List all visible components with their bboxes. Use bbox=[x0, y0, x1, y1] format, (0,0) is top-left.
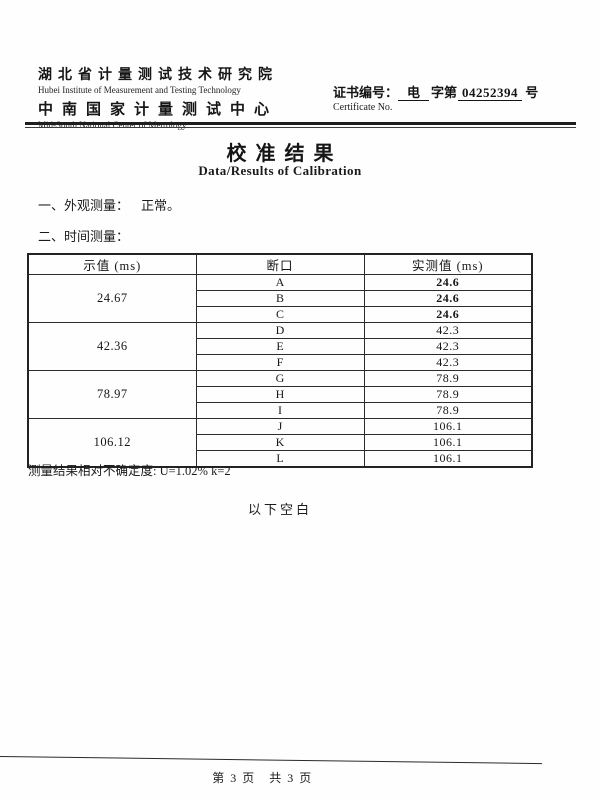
port-cell: I bbox=[195, 402, 365, 419]
page-number: 第 3 页 共 3 页 bbox=[212, 771, 313, 785]
section-time-label: 二、时间测量： bbox=[38, 229, 130, 244]
measured-value-cell: 42.3 bbox=[363, 338, 533, 355]
port-cell: L bbox=[195, 450, 365, 468]
section-time: 二、时间测量： bbox=[38, 226, 141, 245]
blank-below-note: 以下空白 bbox=[247, 502, 312, 517]
measured-value-cell: 106.1 bbox=[363, 450, 533, 468]
time-measurement-table-wrap: 示值 (ms) 断口 实测值 (ms) 24.67 A 24.6 B 24.6 … bbox=[27, 253, 533, 468]
table-row: F 42.3 bbox=[28, 354, 533, 371]
col-header-indicated-value: 示值 (ms) bbox=[27, 253, 197, 275]
port-cell: B bbox=[195, 290, 365, 307]
certificate-number: 04252394 bbox=[458, 85, 523, 102]
table-row: L 106.1 bbox=[28, 450, 533, 468]
measured-value-cell: 24.6 bbox=[363, 290, 533, 307]
port-cell: E bbox=[195, 338, 365, 355]
table-row: 42.36 D 42.3 bbox=[27, 322, 533, 371]
col-header-measured-value: 实测值 (ms) bbox=[363, 253, 533, 275]
measured-value-cell: 24.6 bbox=[363, 306, 533, 323]
certificate-number-block: 证书编号：电字第 04252394 号 Certificate No. bbox=[333, 82, 538, 113]
port-cell: K bbox=[195, 434, 365, 451]
section-appearance-label: 一、外观测量： bbox=[38, 198, 130, 213]
header-divider-rule bbox=[25, 122, 576, 128]
uncertainty-note: 测量结果相对不确定度: U=1.02% k=2 bbox=[28, 464, 231, 478]
port-cell: C bbox=[195, 306, 365, 323]
certificate-suffix: 号 bbox=[525, 85, 539, 100]
measured-value-cell: 24.6 bbox=[363, 274, 533, 291]
section-appearance-value: 正常。 bbox=[141, 198, 181, 213]
indicated-value-cell: 42.36 bbox=[27, 322, 197, 371]
port-cell: H bbox=[195, 386, 365, 403]
table-row: 24.67 A 24.6 bbox=[27, 274, 533, 323]
certificate-infix: 字第 bbox=[431, 85, 458, 100]
certificate-type: 电 bbox=[398, 85, 430, 102]
measured-value-cell: 78.9 bbox=[363, 386, 533, 403]
measured-value-cell: 42.3 bbox=[363, 322, 533, 339]
port-cell: D bbox=[195, 322, 365, 339]
measured-value-cell: 78.9 bbox=[363, 370, 533, 387]
table-row: K 106.1 bbox=[28, 434, 533, 451]
section-appearance: 一、外观测量： 正常。 bbox=[38, 195, 180, 214]
port-cell: F bbox=[195, 354, 365, 371]
indicated-value-cell: 78.97 bbox=[27, 370, 197, 419]
footer-divider-rule bbox=[0, 756, 542, 765]
indicated-value-cell: 24.67 bbox=[27, 274, 197, 323]
measured-value-cell: 106.1 bbox=[363, 418, 533, 435]
measured-value-cell: 78.9 bbox=[363, 402, 533, 419]
institute-name-cn-1: 湖北省计量测试技术研究院 bbox=[38, 68, 278, 83]
col-header-break-port: 断口 bbox=[195, 253, 365, 275]
page-title-en: Data/Results of Calibration bbox=[198, 163, 362, 178]
certificate-label-cn: 证书编号： bbox=[333, 85, 399, 100]
certificate-number-line: 证书编号：电字第 04252394 号 bbox=[333, 82, 539, 102]
institute-header: 湖北省计量测试技术研究院 Hubei Institute of Measurem… bbox=[38, 64, 278, 130]
port-cell: J bbox=[195, 418, 365, 435]
institute-name-en-1: Hubei Institute of Measurement and Testi… bbox=[38, 85, 241, 95]
page-title-cn: 校准结果 bbox=[226, 143, 343, 165]
certificate-label-en: Certificate No. bbox=[333, 102, 393, 114]
institute-name-en-2: Mid-South National Center of Metrology bbox=[38, 120, 187, 130]
table-row: E 42.3 bbox=[28, 338, 533, 355]
port-cell: A bbox=[195, 274, 365, 291]
indicated-value-cell: 106.12 bbox=[27, 418, 197, 468]
table-row: 106.12 J 106.1 bbox=[27, 418, 533, 468]
table-row: 78.97 G 78.9 bbox=[27, 370, 533, 419]
table-header-row: 示值 (ms) 断口 实测值 (ms) bbox=[27, 253, 533, 275]
measured-value-cell: 106.1 bbox=[363, 434, 533, 451]
measured-value-cell: 42.3 bbox=[363, 354, 533, 371]
time-measurement-table: 示值 (ms) 断口 实测值 (ms) 24.67 A 24.6 B 24.6 … bbox=[27, 253, 533, 468]
port-cell: G bbox=[195, 370, 365, 387]
institute-name-cn-2: 中南国家计量测试中心 bbox=[38, 102, 279, 118]
